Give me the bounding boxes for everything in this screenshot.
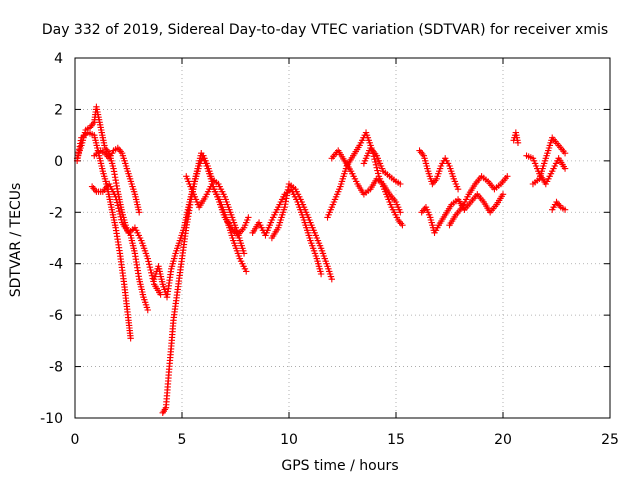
data-point (148, 272, 156, 279)
data-point (136, 209, 143, 216)
y-tick-label: -4 (49, 257, 63, 273)
data-point (372, 161, 380, 169)
tick-labels: 0 5 10 15 20 25 -10 -8 -6 -4 -2 0 2 4 (40, 51, 619, 448)
y-tick-label: -10 (40, 411, 63, 427)
chart-title: Day 332 of 2019, Sidereal Day-to-day VTE… (42, 22, 608, 38)
series-arc (418, 191, 507, 237)
y-tick-label: -2 (49, 205, 63, 221)
series-arc (268, 180, 335, 283)
data-point (112, 193, 119, 201)
data-point (454, 185, 462, 193)
y-tick-label: 0 (54, 154, 63, 170)
data-point (328, 275, 335, 283)
data-point (372, 158, 379, 166)
data-point (561, 149, 569, 157)
data-point (145, 258, 152, 265)
data-point (399, 221, 406, 229)
y-axis-label: SDTVAR / TECUs (8, 183, 24, 298)
data-point (144, 306, 151, 314)
data-point (116, 210, 124, 218)
y-tick-label: 4 (54, 51, 63, 67)
data-point (240, 250, 248, 257)
x-tick-label: 20 (494, 432, 512, 448)
series-arc (360, 144, 404, 188)
data-point (514, 139, 522, 147)
x-axis-label: GPS time / hours (281, 458, 398, 474)
data-point (561, 165, 569, 172)
x-tick-label: 25 (601, 432, 619, 448)
data-point (317, 270, 325, 278)
data-point (397, 209, 404, 216)
series-arc (510, 129, 522, 147)
data-point (374, 167, 381, 174)
series-arc (91, 144, 143, 216)
series-arc (328, 147, 404, 216)
series-arc (159, 152, 248, 417)
data-point (371, 155, 378, 163)
data-point (561, 206, 569, 213)
series-arc (529, 134, 569, 188)
data-point (243, 268, 250, 275)
data-point (374, 170, 382, 177)
data-point (146, 263, 154, 271)
data-point (113, 196, 120, 203)
x-tick-label: 0 (71, 432, 80, 448)
series-arc (249, 185, 325, 278)
data-point (127, 335, 134, 342)
x-tick-label: 15 (387, 432, 405, 448)
y-tick-label: -8 (49, 360, 63, 376)
y-tick-label: -6 (49, 308, 63, 324)
data-point (148, 269, 155, 277)
data-point (115, 205, 122, 212)
data-point (157, 291, 164, 298)
data-point (245, 214, 252, 221)
y-tick-label: 2 (54, 102, 63, 118)
data-point (373, 164, 380, 171)
data-point (144, 255, 151, 262)
data-point (116, 207, 123, 215)
series-arc (446, 173, 511, 229)
data-point (499, 191, 507, 198)
data-point (145, 261, 153, 268)
series-arc (416, 147, 462, 193)
data-point (147, 266, 154, 274)
series-arc (183, 173, 252, 239)
data-point (113, 199, 121, 206)
data-point (117, 213, 124, 221)
x-tick-label: 10 (280, 432, 298, 448)
series-arc (549, 198, 569, 213)
x-tick-label: 5 (178, 432, 187, 448)
data-point (114, 202, 121, 209)
data-point (397, 180, 404, 188)
data-point (504, 173, 511, 180)
data-point (118, 216, 125, 223)
plot-area-frame (74, 57, 611, 419)
data-series (73, 103, 569, 417)
